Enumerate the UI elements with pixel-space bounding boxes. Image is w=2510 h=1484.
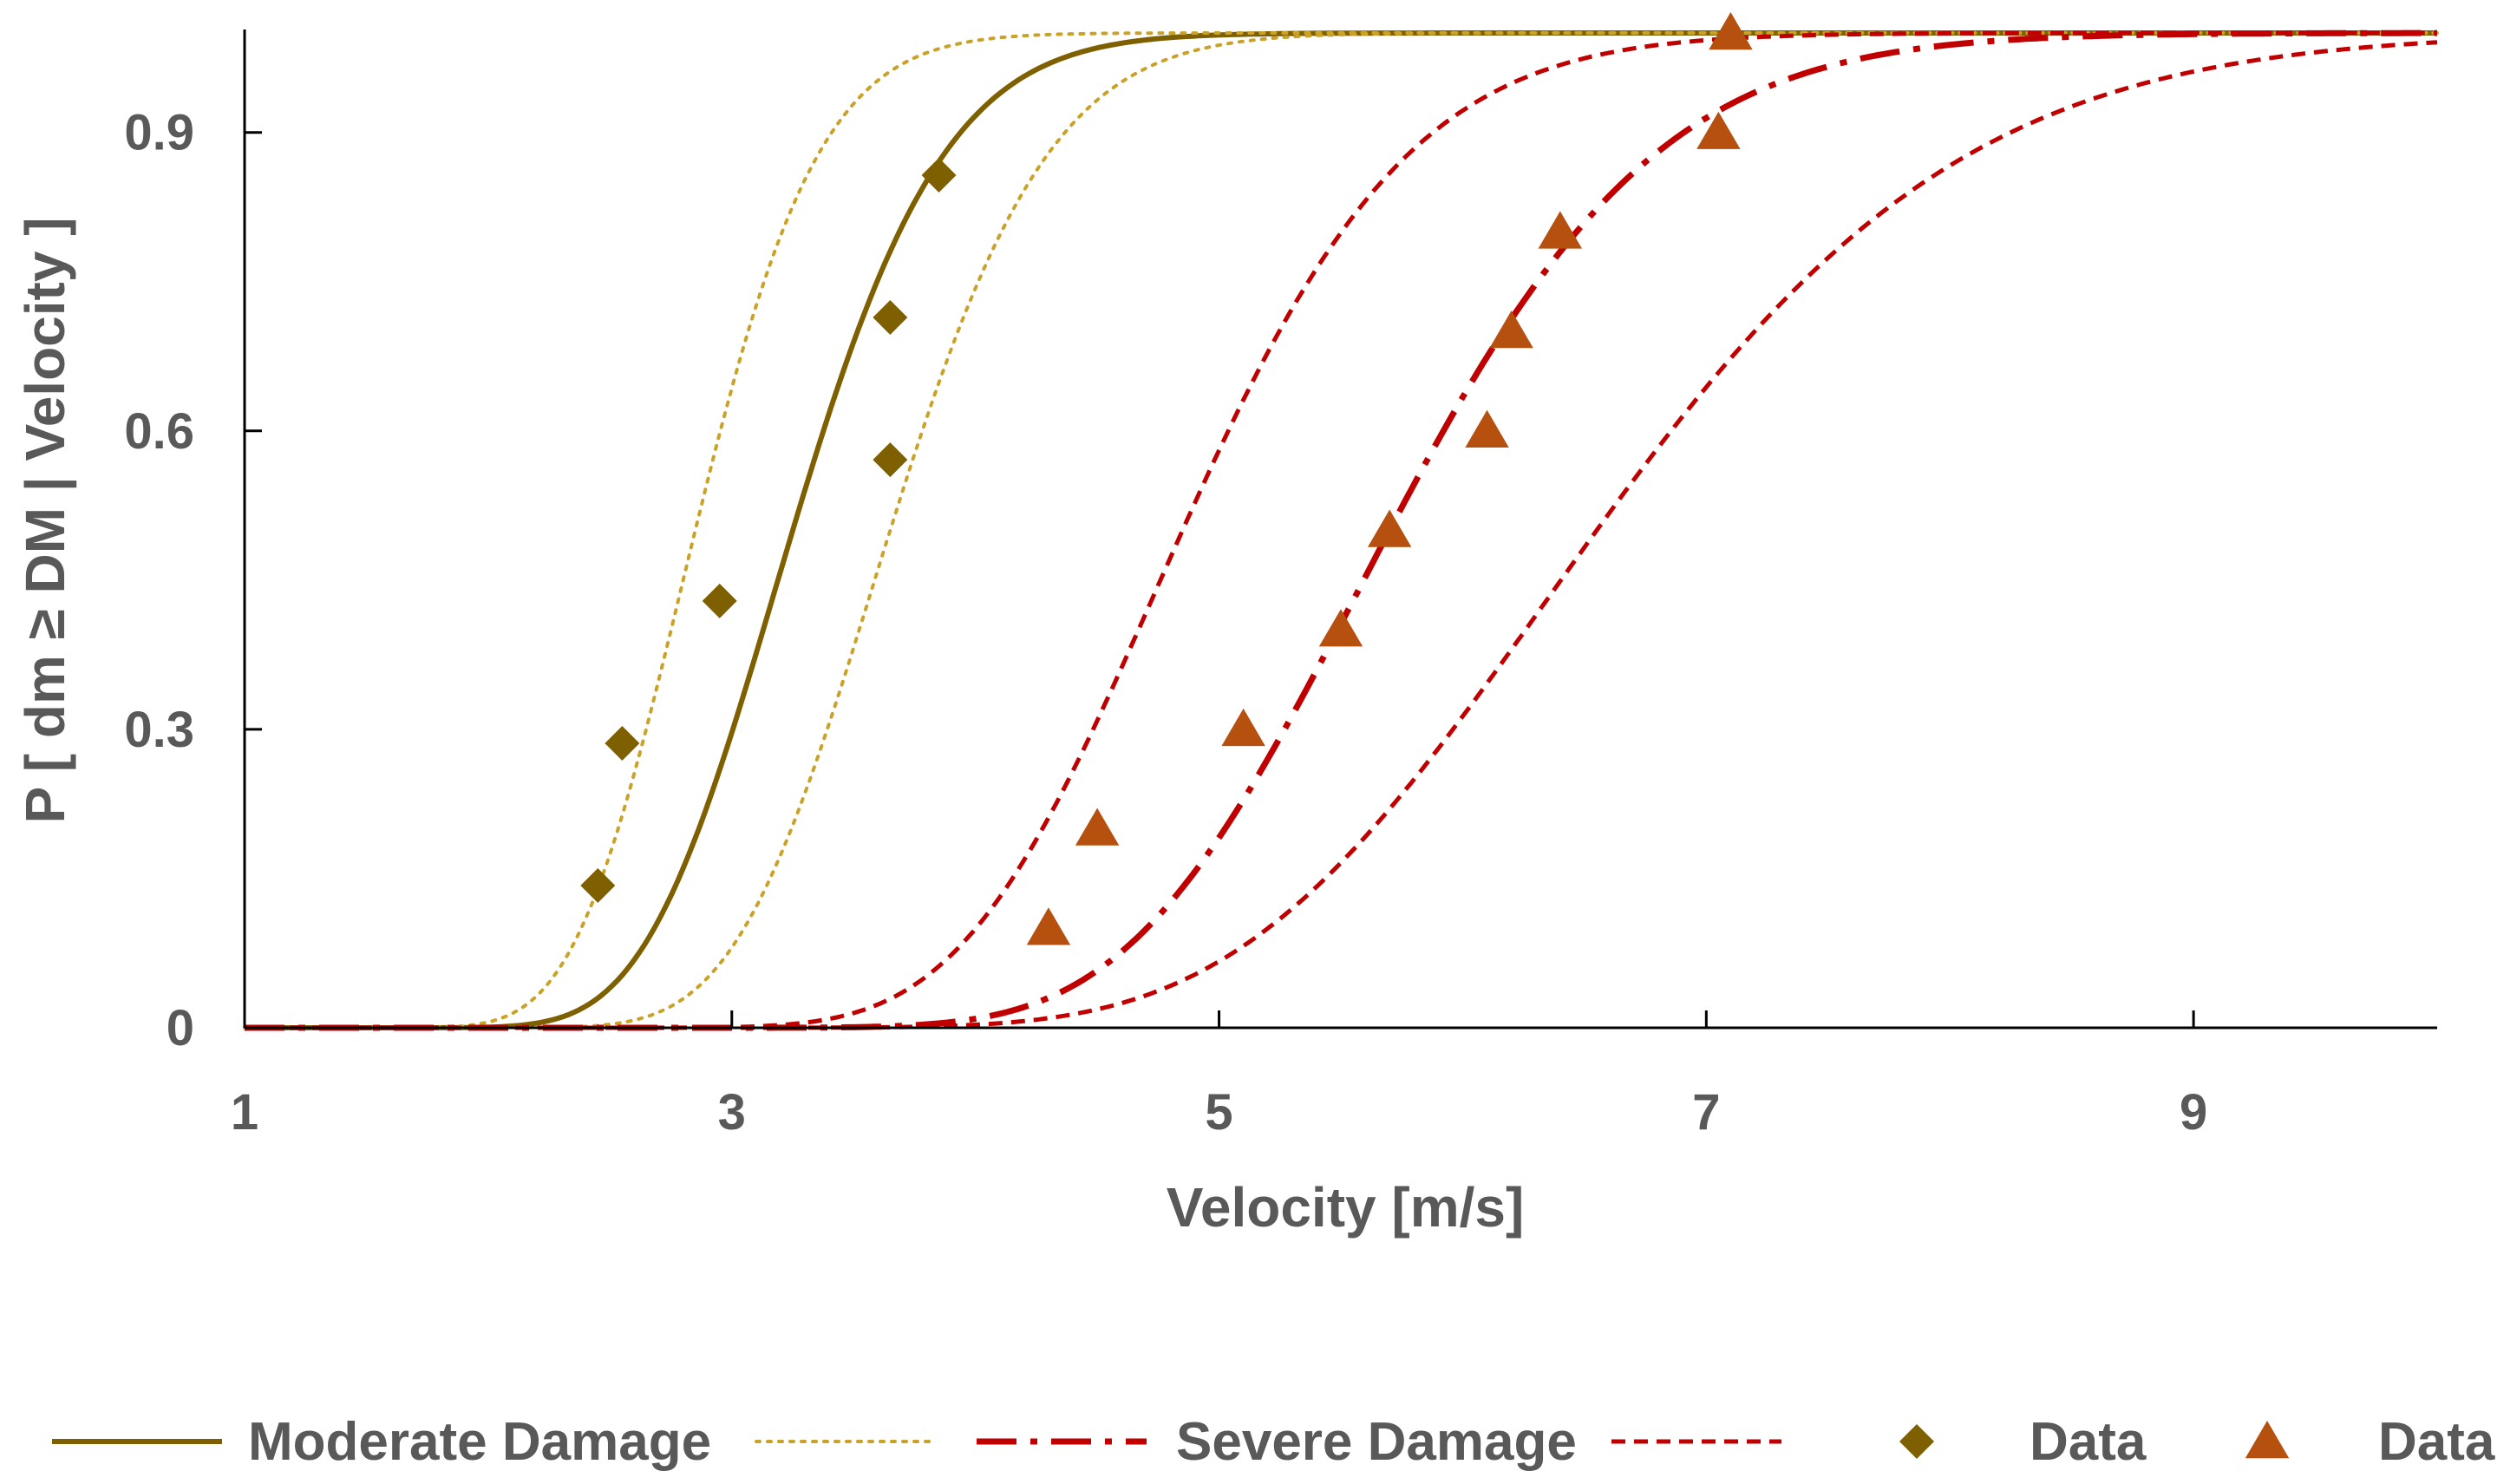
severe-data-point-1 [1026,907,1071,945]
moderate-data-point-3 [702,583,737,618]
moderate-data-point-5 [873,300,908,336]
legend-label-3: Severe Damage [1176,1412,1577,1472]
y-tick-label-0.9: 0.9 [124,105,194,161]
curve-3 [243,31,2439,1030]
x-tick-label-1: 1 [231,1084,258,1141]
x-axis-title: Velocity [m/s] [1167,1176,1525,1239]
y-axis-title: P [ dm ≥ DM | Velocity ] [14,217,77,823]
legend: Moderate Damage Severe Damage Data Data [52,1412,2495,1472]
severe-data-point-4 [1318,609,1363,647]
y-tick-label-0: 0 [167,1000,194,1056]
legend-label-1: Moderate Damage [248,1412,711,1472]
severe-data-point-3 [1221,708,1265,747]
moderate-data-point-6 [921,158,957,193]
curve-4 [245,29,2437,1031]
x-axis: 1 3 5 7 9 [231,1010,2437,1141]
plot-area [243,12,2439,1031]
moderate-data-point-2 [605,725,640,761]
severe-data-point-10 [1709,12,1753,50]
severe-data-point-5 [1367,509,1412,547]
legend-triangle-marker [2245,1421,2290,1459]
legend-diamond-marker [1899,1424,1934,1459]
curve-1 [245,30,2437,1030]
severe-data-point-8 [1538,211,1582,249]
x-tick-label-9: 9 [2180,1084,2207,1141]
y-tick-label-0.3: 0.3 [124,702,194,758]
legend-label-5: Data [2030,1412,2147,1472]
y-tick-label-0.6: 0.6 [124,403,194,460]
severe-data-point-9 [1696,111,1741,149]
severe-data-point-7 [1489,311,1533,349]
severe-data-point-6 [1465,409,1509,448]
moderate-data-point-4 [873,442,908,478]
x-tick-label-5: 5 [1205,1084,1232,1141]
curve-5 [245,30,2437,1030]
y-axis: 0 0.3 0.6 0.9 [124,29,262,1056]
curve-2 [243,31,2439,1030]
x-tick-label-7: 7 [1692,1084,1720,1141]
moderate-data-point-1 [580,867,616,903]
legend-label-6: Data [2378,1412,2495,1472]
curve-6 [245,40,2438,1030]
x-tick-label-3: 3 [718,1084,746,1141]
severe-data-point-2 [1075,807,1120,846]
